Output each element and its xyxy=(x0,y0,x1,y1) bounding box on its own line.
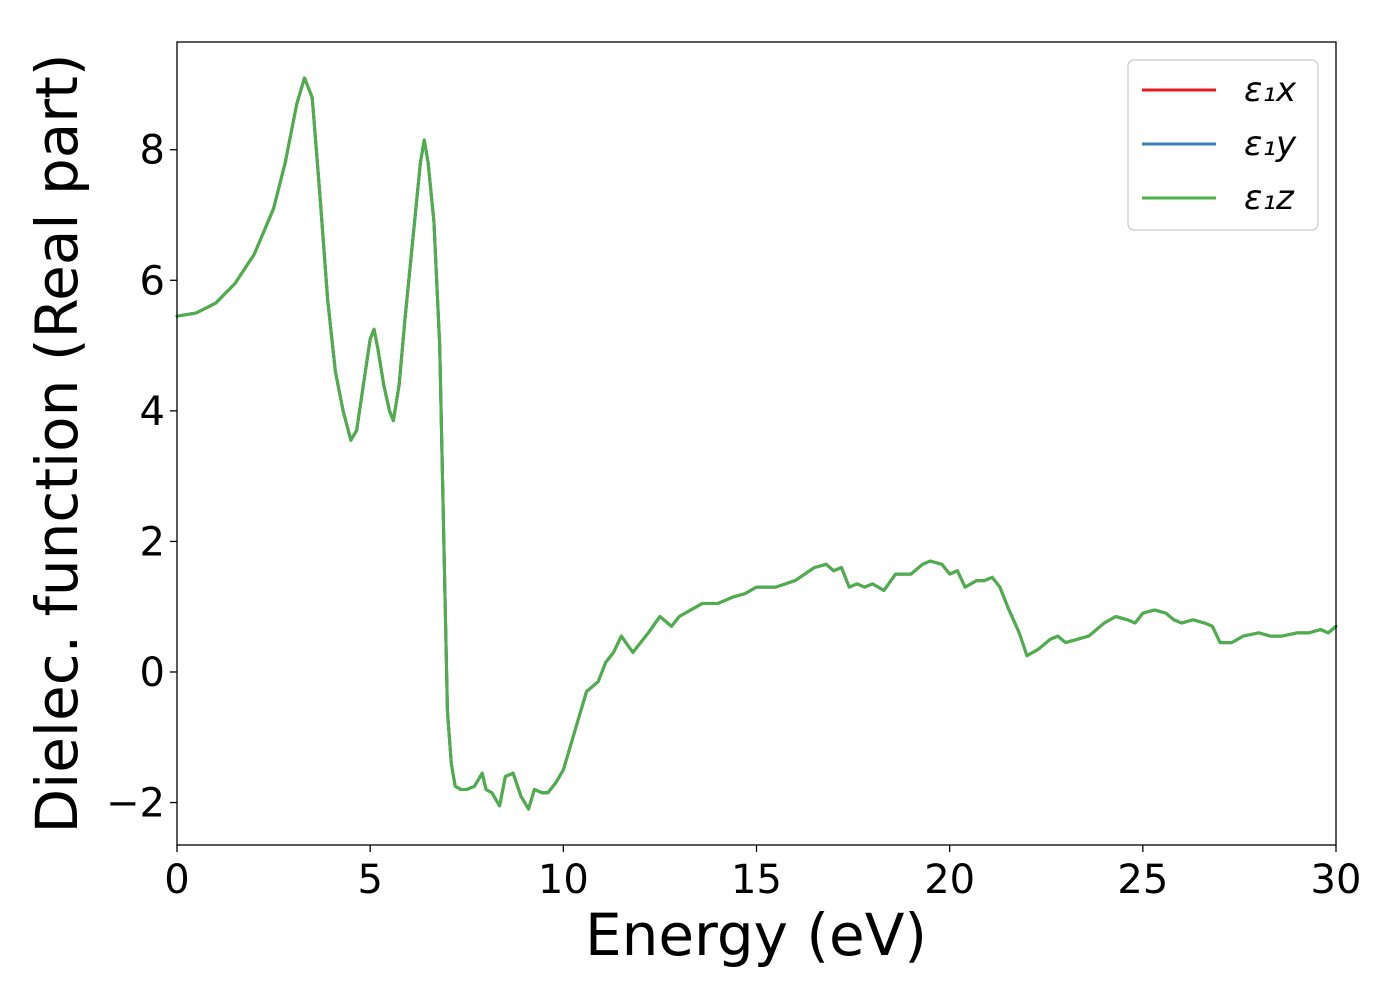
y-axis-title: Dielec. function (Real part) xyxy=(23,53,91,833)
x-tick-label: 5 xyxy=(357,857,382,903)
x-tick-label: 25 xyxy=(1117,857,1168,903)
plot-area xyxy=(175,41,1338,846)
legend-label-1: ε₁y xyxy=(1244,124,1297,164)
legend-entries: ε₁x ε₁y ε₁z xyxy=(1142,70,1297,218)
legend-box xyxy=(1127,59,1319,231)
legend: ε₁x ε₁y ε₁z xyxy=(1127,59,1319,231)
series-layer xyxy=(175,76,1338,811)
x-tick-label: 15 xyxy=(731,857,782,903)
legend-label-2: ε₁z xyxy=(1244,178,1295,218)
x-tick-label: 10 xyxy=(538,857,589,903)
y-tick-label: 6 xyxy=(140,258,165,304)
x-tick-label: 30 xyxy=(1311,857,1362,903)
x-tick-label: 0 xyxy=(164,857,189,903)
y-tick-label: 2 xyxy=(140,519,165,565)
x-axis-title: Energy (eV) xyxy=(585,901,927,969)
y-tick-label: 0 xyxy=(140,650,165,696)
x-tick-label: 20 xyxy=(924,857,975,903)
y-tick-label: 4 xyxy=(140,389,165,435)
y-axis: −2 0 2 4 6 8 xyxy=(106,128,177,827)
y-tick-label: 8 xyxy=(140,128,165,174)
y-tick-label: −2 xyxy=(106,781,165,827)
x-axis: 0 5 10 15 20 25 30 xyxy=(164,845,1361,903)
series-line-2 xyxy=(175,76,1338,811)
legend-label-0: ε₁x xyxy=(1244,70,1297,110)
